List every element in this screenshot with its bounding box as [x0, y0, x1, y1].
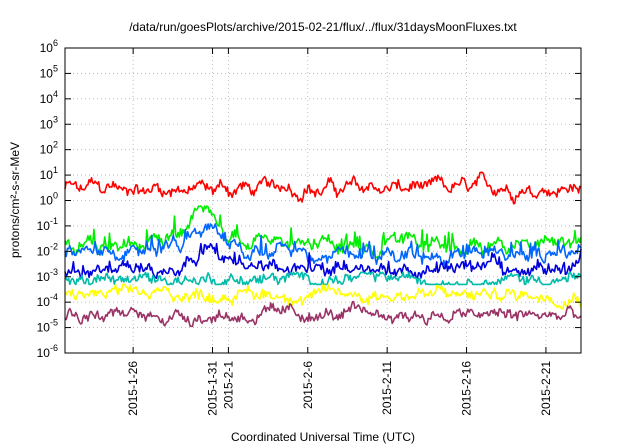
y-tick-label: 10-6: [37, 343, 58, 360]
axis-ticks: 10-6 10-5 10-4 10-3 10-2 10-1 100 101 102 103 104 1…: [37, 38, 581, 416]
x-tick-label: 2015-1-26: [126, 361, 140, 416]
series-line-4: [64, 242, 582, 280]
x-axis-label: Coordinated Universal Time (UTC): [230, 430, 416, 444]
y-tick-label: 105: [40, 63, 58, 80]
series-line-5: [64, 271, 582, 286]
x-tick-label: 2015-2-11: [380, 361, 394, 415]
x-tick-label: 2015-2-21: [539, 361, 553, 416]
series-line-7: [64, 300, 582, 328]
y-tick-label: 10-1: [37, 216, 58, 233]
series-line-3: [64, 223, 582, 269]
plot-background: [65, 48, 581, 353]
chart-title: /data/run/goesPlots/archive/2015-02-21/f…: [129, 20, 517, 34]
y-tick-label: 104: [40, 89, 58, 106]
y-tick-label: 106: [40, 38, 58, 55]
y-tick-label: 10-3: [37, 267, 58, 284]
y-tick-label: 102: [40, 140, 58, 157]
x-tick-label: 2015-2-1: [221, 361, 235, 409]
x-tick-label: 2015-2-6: [301, 361, 315, 409]
y-tick-label: 103: [40, 114, 58, 131]
grid-lines: [65, 48, 581, 353]
y-tick-label: 10-4: [37, 292, 58, 309]
data-series: [64, 171, 582, 328]
series-line-6: [64, 283, 582, 310]
series-line-1: [64, 171, 582, 205]
y-tick-label: 10-2: [37, 241, 58, 258]
x-tick-label: 2015-2-16: [460, 361, 474, 416]
y-tick-label: 101: [40, 165, 58, 182]
x-tick-label: 2015-1-31: [206, 361, 220, 416]
y-tick-label: 10-5: [37, 318, 58, 335]
y-tick-label: 100: [40, 191, 58, 208]
